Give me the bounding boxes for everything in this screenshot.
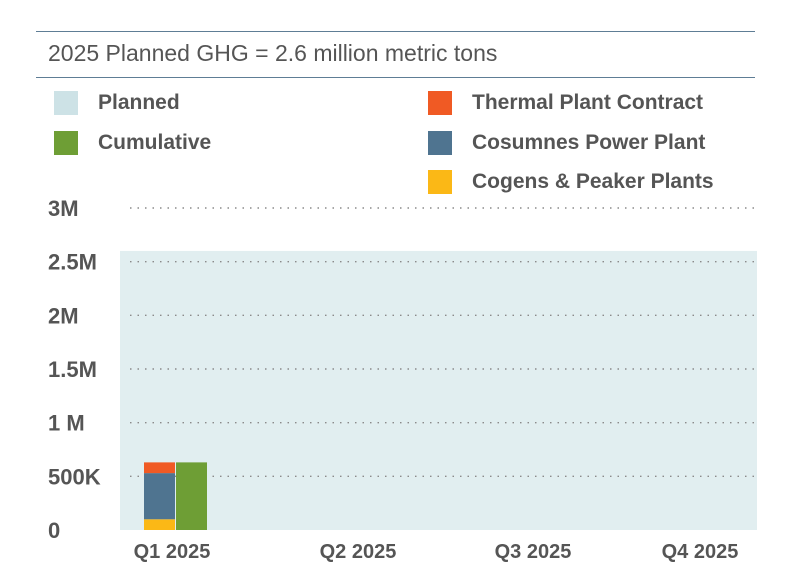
legend-swatch-cosumnes (428, 131, 452, 155)
legend-label-cumulative: Cumulative (98, 131, 212, 154)
chart-title: 2025 Planned GHG = 2.6 million metric to… (48, 40, 498, 66)
legend-item-cogens: Cogens & Peaker Plants (428, 170, 714, 194)
title-rule-top (36, 31, 755, 32)
stacked-bar-segment (144, 462, 175, 474)
legend-swatch-planned (54, 91, 78, 115)
legend-item-cosumnes: Cosumnes Power Plant (428, 131, 705, 155)
legend-item-planned: Planned (54, 91, 180, 115)
y-tick-label: 500K (48, 464, 101, 489)
legend-label-cogens: Cogens & Peaker Plants (472, 170, 714, 193)
legend-label-cosumnes: Cosumnes Power Plant (472, 131, 706, 154)
cumulative-bar (176, 462, 207, 530)
legend-label-thermal: Thermal Plant Contract (472, 91, 704, 114)
x-tick-label: Q2 2025 (320, 541, 397, 563)
legend-label-planned: Planned (98, 91, 180, 114)
y-tick-label: 2M (48, 303, 79, 328)
x-tick-label: Q4 2025 (662, 541, 739, 563)
y-tick-label: 1 M (48, 411, 85, 436)
y-tick-label: 1.5M (48, 357, 97, 382)
stacked-bar-segment (144, 519, 175, 530)
x-tick-label: Q3 2025 (495, 541, 572, 563)
stacked-bar-segment (144, 473, 175, 520)
legend-swatch-cogens (428, 170, 452, 194)
legend-swatch-cumulative (54, 131, 78, 155)
x-tick-label: Q1 2025 (134, 541, 211, 563)
legend-item-cumulative: Cumulative (54, 131, 211, 155)
title-rule-bottom (36, 77, 755, 78)
y-tick-label: 2.5M (48, 250, 97, 275)
planned-area (120, 250, 757, 530)
legend-item-thermal: Thermal Plant Contract (428, 91, 703, 115)
legend-swatch-thermal (428, 91, 452, 115)
y-tick-label: 3M (48, 196, 79, 221)
y-tick-label: 0 (48, 518, 60, 543)
